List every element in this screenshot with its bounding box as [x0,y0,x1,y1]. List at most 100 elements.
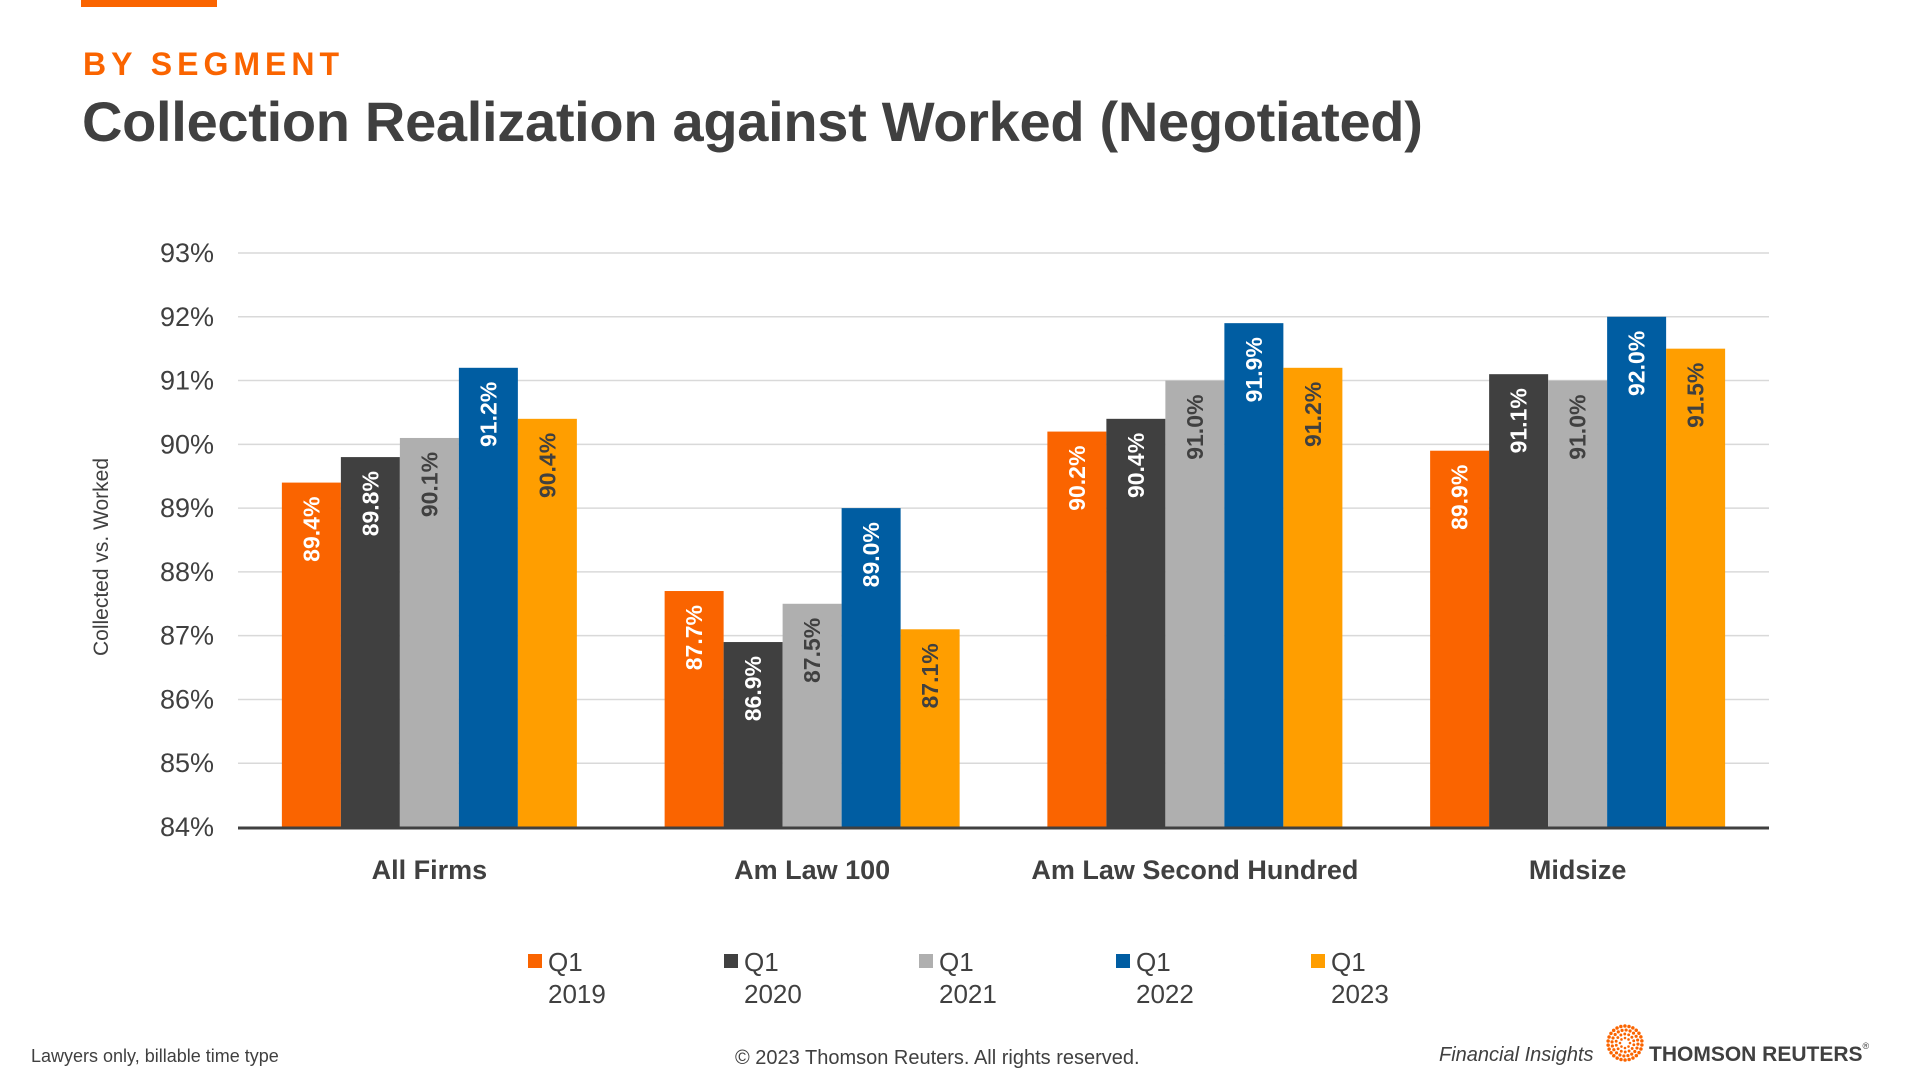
legend-swatch-icon [724,954,738,968]
logo-dot [1640,1043,1644,1047]
data-label: 91.5% [1683,363,1709,428]
legend-label: Q1 2023 [1331,947,1389,1009]
logo-dot [1639,1047,1643,1051]
logo-dot [1619,1049,1623,1053]
logo-dot [1635,1046,1639,1050]
data-label: 91.9% [1241,337,1267,402]
y-tick-label: 85% [160,748,214,778]
brand-text: THOMSON REUTERS [1649,1043,1863,1066]
logo-dot [1620,1045,1623,1048]
data-label: 87.7% [681,605,707,670]
logo-dot [1620,1028,1624,1032]
registered-mark: ® [1862,1041,1870,1051]
legend-label: Q1 2022 [1136,947,1194,1009]
copyright: © 2023 Thomson Reuters. All rights reser… [735,1047,1140,1069]
logo-dot [1616,1036,1620,1040]
logo-dot [1610,1040,1614,1044]
bar-chart: 84% 85% 86% 87% 88% 89% 90% 91% 92% 93% 89.4% 89.8… [160,238,1769,885]
brand-name: THOMSON REUTERS® [1649,1041,1870,1067]
y-tick-label: 92% [160,302,214,332]
page-title: Collection Realization against Worked (N… [82,90,1423,153]
logo-dot [1612,1054,1616,1058]
bar [1548,380,1608,827]
logo-dot [1627,1045,1630,1048]
logo-dot [1630,1046,1634,1050]
logo-dot [1631,1026,1635,1030]
logo-dot [1639,1035,1643,1039]
logo-dot [1636,1038,1640,1042]
logo-dot [1609,1050,1613,1055]
logo-dot [1615,1026,1619,1030]
logo-dot [1637,1031,1641,1036]
legend-label: Q1 2021 [939,947,997,1009]
y-axis-title: Collected vs. Worked [90,457,113,657]
bar [1047,431,1107,827]
bar [517,418,577,827]
bar [1430,450,1490,827]
data-label: 91.0% [1565,395,1591,460]
section-eyebrow: BY SEGMENT [83,46,344,82]
logo-dot [1619,1057,1623,1062]
logo-dot [1634,1028,1638,1032]
legend-label: Q1 2019 [548,947,606,1009]
logo-dot [1619,1024,1623,1029]
logo-dot [1622,1054,1626,1058]
logo-dot [1634,1034,1638,1038]
x-tick-label: Midsize [1529,855,1627,885]
bar [1224,323,1284,827]
thomson-reuters-logo-icon [1606,1024,1644,1062]
bar [664,591,724,827]
bar [841,508,901,827]
logo-dot [1616,1047,1620,1051]
logo-dot [1619,1033,1623,1037]
logo-dot [1623,1024,1627,1028]
bar [1283,367,1343,827]
legend-swatch-icon [528,954,542,968]
bar [1165,380,1225,827]
logo-dot [1623,1036,1627,1040]
bar [458,367,518,827]
accent-bar [81,0,217,7]
logo-dot [1627,1038,1630,1041]
legend-swatch-icon [1311,954,1325,968]
logo-dot [1607,1035,1611,1039]
bar [1666,348,1726,827]
logo-dot [1614,1051,1619,1055]
logo-dot [1613,1032,1617,1037]
logo-dot [1631,1031,1636,1035]
data-label: 90.4% [534,433,560,498]
y-tick-label: 88% [160,557,214,587]
data-label: 89.4% [298,497,324,562]
logo-dot [1623,1050,1627,1054]
logo-dot [1616,1030,1620,1034]
logo-dot [1620,1038,1623,1041]
logo-dot [1611,1036,1615,1040]
logo-dot [1631,1056,1635,1060]
logo-dot [1618,1053,1622,1057]
logo-dot [1634,1053,1639,1058]
bars [281,316,1726,827]
logo-dot [1612,1048,1616,1052]
y-tick-label: 86% [160,684,214,714]
y-tick-label: 91% [160,366,214,396]
data-label: 91.2% [1300,382,1326,447]
data-label: 92.0% [1624,331,1650,396]
logo-dot [1637,1050,1641,1055]
data-label: 89.0% [858,522,884,587]
legend-item: Q1 2021 [919,946,1099,1009]
x-tick-label: Am Law 100 [734,855,890,885]
logo-dot [1630,1052,1634,1056]
logo-dot [1614,1043,1618,1047]
data-label: 90.2% [1064,446,1090,511]
logo-dot [1636,1042,1640,1046]
logo-dot [1623,1058,1627,1062]
logo-dot [1623,1046,1627,1050]
logo-dot [1610,1044,1614,1048]
logo-dot [1633,1049,1637,1054]
data-label: 89.8% [357,471,383,536]
logo-dot [1623,1032,1627,1036]
logo-dot [1609,1031,1613,1036]
legend-item: Q1 2019 [528,946,708,1009]
logo-dot [1607,1047,1611,1051]
legend-swatch-icon [919,954,933,968]
